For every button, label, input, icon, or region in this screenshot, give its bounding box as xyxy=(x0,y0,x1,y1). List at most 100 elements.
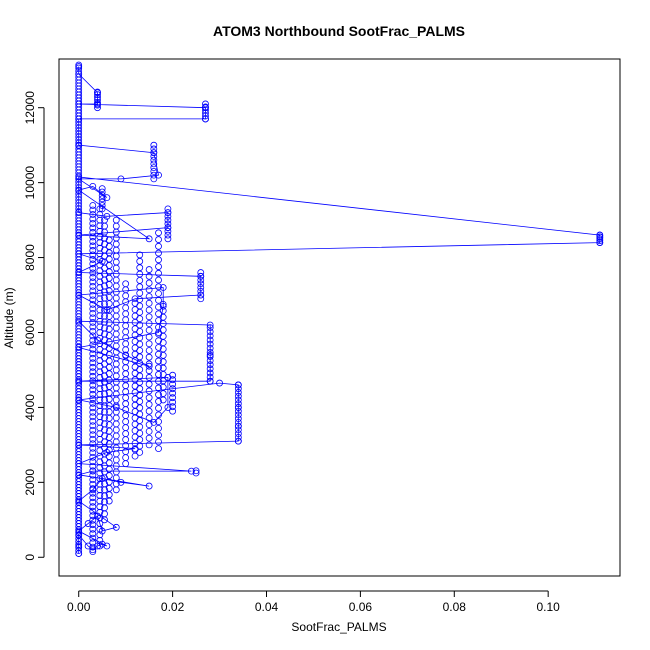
data-point xyxy=(89,372,97,380)
data-point xyxy=(89,220,97,227)
data-point xyxy=(164,231,172,239)
data-point xyxy=(155,344,162,351)
data-point xyxy=(112,426,120,434)
series-line xyxy=(77,66,601,554)
data-point xyxy=(206,344,214,352)
data-point xyxy=(112,276,120,284)
data-point xyxy=(105,370,113,378)
data-point xyxy=(145,286,153,294)
data-point xyxy=(94,104,101,112)
data-point xyxy=(150,153,158,160)
data-point xyxy=(136,410,144,418)
data-point xyxy=(155,296,162,304)
data-point xyxy=(112,523,120,531)
data-point xyxy=(89,345,97,353)
data-point xyxy=(169,380,177,388)
data-point xyxy=(206,332,214,340)
data-point xyxy=(155,404,162,412)
data-point xyxy=(136,353,144,361)
data-point xyxy=(234,400,242,408)
data-point xyxy=(596,235,604,243)
data-point xyxy=(155,411,162,419)
data-point xyxy=(89,462,97,470)
data-point xyxy=(112,474,120,482)
data-point xyxy=(197,272,205,280)
data-point xyxy=(89,485,97,493)
data-point xyxy=(101,216,108,224)
data-point xyxy=(145,353,153,361)
data-point xyxy=(105,262,113,269)
data-point xyxy=(89,350,97,358)
data-point xyxy=(89,354,97,362)
data-point xyxy=(89,287,97,295)
data-point xyxy=(145,306,153,314)
data-point xyxy=(89,548,97,556)
data-point xyxy=(112,414,120,422)
data-point xyxy=(105,357,113,365)
data-point xyxy=(169,403,177,411)
data-point xyxy=(98,191,106,199)
data-point xyxy=(155,337,162,345)
data-point xyxy=(89,543,97,551)
data-point xyxy=(155,391,162,399)
data-point xyxy=(234,422,242,430)
data-point xyxy=(89,323,97,331)
data-point xyxy=(169,376,177,384)
data-point xyxy=(192,469,200,477)
data-point xyxy=(150,160,158,168)
data-point xyxy=(89,206,97,214)
data-point xyxy=(112,402,120,410)
data-point xyxy=(155,249,162,257)
data-point xyxy=(206,348,214,356)
data-point xyxy=(89,283,97,290)
data-point xyxy=(112,216,120,224)
data-point xyxy=(94,91,101,98)
data-point xyxy=(112,360,120,368)
data-point xyxy=(89,539,97,547)
data-point xyxy=(89,381,97,389)
data-point xyxy=(197,295,205,303)
data-point xyxy=(89,224,97,232)
data-point xyxy=(169,394,177,402)
data-point xyxy=(112,264,120,272)
data-point xyxy=(150,175,158,183)
data-point xyxy=(234,437,242,445)
data-point xyxy=(136,372,144,380)
data-point xyxy=(105,242,113,250)
data-point xyxy=(98,188,106,196)
data-point xyxy=(155,418,162,426)
data-point xyxy=(112,312,120,320)
data-point xyxy=(89,363,97,371)
data-point xyxy=(112,240,120,248)
data-point xyxy=(136,302,144,310)
data-point xyxy=(89,458,97,466)
data-point xyxy=(89,444,97,452)
data-point xyxy=(112,246,120,254)
data-point xyxy=(122,418,130,426)
y-tick-label: 8000 xyxy=(23,244,37,271)
data-point xyxy=(145,266,153,273)
data-point xyxy=(89,368,97,376)
data-point xyxy=(145,421,153,429)
data-point xyxy=(89,242,97,250)
y-tick-label: 10000 xyxy=(23,166,37,200)
data-point xyxy=(155,364,162,372)
data-point xyxy=(122,334,130,342)
data-layer xyxy=(75,61,604,557)
data-point xyxy=(105,255,113,263)
data-point xyxy=(155,283,162,291)
data-point xyxy=(89,498,97,506)
data-point xyxy=(234,430,242,438)
data-point xyxy=(169,407,177,415)
data-point xyxy=(112,408,120,416)
data-point xyxy=(89,211,97,218)
data-point xyxy=(169,398,177,406)
x-tick-label: 0.06 xyxy=(349,600,373,614)
data-point xyxy=(89,507,97,515)
data-point xyxy=(122,412,130,420)
data-point xyxy=(206,340,214,348)
data-point xyxy=(89,274,97,281)
data-point xyxy=(150,171,158,179)
data-point xyxy=(155,377,162,385)
data-point xyxy=(206,369,214,377)
